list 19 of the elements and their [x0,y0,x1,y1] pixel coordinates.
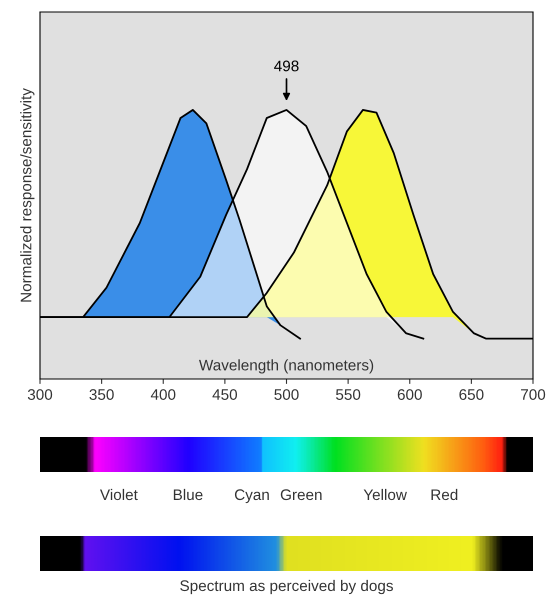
text: Red [432,488,458,500]
x-tick-label: 600 [398,389,422,400]
text: Green [280,489,322,500]
x-tick-label: 700 [521,389,546,400]
x-tick-label: 550 [336,389,360,400]
x-tick-label: 400 [150,389,176,400]
text: Cyan [234,489,269,504]
text: Blue [174,488,203,500]
x-axis-title: Wavelength (nanometers) [198,359,374,374]
x-tick-label: 450 [212,389,238,400]
x-tick-label: 350 [89,389,114,400]
x-tick-label: 500 [274,389,299,400]
text: Yellow [364,488,407,500]
text: Spectrum as perceived by dogs [180,580,393,594]
text: Violet [100,488,138,500]
x-tick-label: 650 [459,389,484,400]
y-axis-title: Normalized response/sensitivity [20,88,34,302]
text: 498 [274,60,299,72]
x-tick-label: 300 [28,389,52,400]
